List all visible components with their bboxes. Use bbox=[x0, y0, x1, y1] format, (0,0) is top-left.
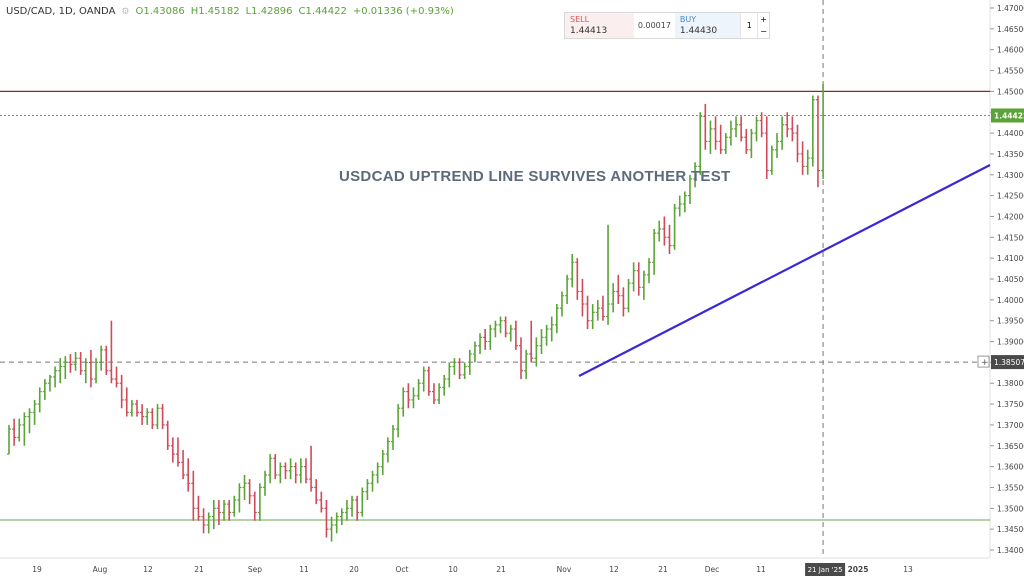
decrease-button[interactable]: − bbox=[760, 27, 767, 37]
sell-button[interactable]: SELL 1.44413 bbox=[565, 13, 634, 38]
y-tick-label: 1.34000 bbox=[997, 546, 1024, 555]
y-tick-label: 1.41000 bbox=[997, 254, 1024, 263]
close-value: C1.44422 bbox=[298, 6, 347, 17]
x-tick-label: Oct bbox=[396, 565, 409, 574]
crosshair-date-label-bg bbox=[805, 563, 846, 576]
buy-label: BUY bbox=[679, 15, 697, 24]
uptrend-line bbox=[578, 164, 991, 377]
x-tick-label: 12 bbox=[143, 565, 153, 574]
open-value: O1.43086 bbox=[135, 6, 185, 17]
y-tick-label: 1.39500 bbox=[997, 317, 1024, 326]
x-tick-label: 2025 bbox=[848, 565, 869, 574]
y-tick-label: 1.36500 bbox=[997, 442, 1024, 451]
settings-icon[interactable]: ⚙ bbox=[121, 6, 130, 17]
y-tick-label: 1.35000 bbox=[997, 504, 1024, 513]
x-tick-label: 21 bbox=[194, 565, 204, 574]
plus-icon: + bbox=[981, 358, 989, 368]
quantity-stepper: + − bbox=[757, 13, 769, 38]
x-tick-label: 10 bbox=[448, 565, 458, 574]
change-value: +0.01336 (+0.93%) bbox=[352, 6, 454, 17]
low-value: L1.42896 bbox=[245, 6, 293, 17]
x-tick-label: 12 bbox=[609, 565, 619, 574]
x-tick-label: 20 bbox=[349, 565, 359, 574]
y-tick-label: 1.37500 bbox=[997, 400, 1024, 409]
high-value: H1.45182 bbox=[190, 6, 240, 17]
y-tick-label: 1.45000 bbox=[997, 87, 1024, 96]
symbol-title: USD/CAD, 1D, OANDA bbox=[6, 6, 116, 17]
crosshair-price-label: 1.38507 bbox=[994, 358, 1024, 367]
y-tick-label: 1.45500 bbox=[997, 67, 1024, 76]
y-tick-label: 1.43000 bbox=[997, 171, 1024, 180]
crosshair-date-label: 21 Jan '25 bbox=[808, 566, 843, 574]
crosshair-price-label-bg bbox=[991, 355, 1024, 370]
x-tick-label: Dec bbox=[705, 565, 720, 574]
sell-label: SELL bbox=[570, 15, 590, 24]
y-tick-label: 1.34500 bbox=[997, 525, 1024, 534]
x-tick-label: Aug bbox=[93, 565, 108, 574]
buy-button[interactable]: BUY 1.44430 bbox=[674, 13, 741, 38]
y-tick-label: 1.40000 bbox=[997, 296, 1024, 305]
x-tick-label: 13 bbox=[903, 565, 913, 574]
add-alert-icon bbox=[977, 355, 990, 368]
x-tick-label: 19 bbox=[32, 565, 42, 574]
last-price-label: 1.44422 bbox=[994, 111, 1024, 120]
sell-price: 1.44413 bbox=[570, 26, 608, 36]
y-tick-label: 1.39000 bbox=[997, 338, 1024, 347]
y-tick-label: 1.47000 bbox=[997, 4, 1024, 13]
y-tick-label: 1.46500 bbox=[997, 25, 1024, 34]
y-tick-label: 1.41500 bbox=[997, 233, 1024, 242]
spread-value: 0.00017 bbox=[637, 21, 671, 30]
x-tick-label: 11 bbox=[299, 565, 309, 574]
x-tick-label: 21 bbox=[658, 565, 668, 574]
y-tick-label: 1.42000 bbox=[997, 212, 1024, 221]
x-tick-label: Nov bbox=[557, 565, 572, 574]
y-tick-label: 1.40500 bbox=[997, 275, 1024, 284]
y-tick-label: 1.36000 bbox=[997, 463, 1024, 472]
increase-button[interactable]: + bbox=[760, 14, 767, 24]
trade-panel: SELL 1.44413 0.00017 BUY 1.44430 1 + − bbox=[564, 12, 770, 39]
y-tick-label: 1.35500 bbox=[997, 483, 1024, 492]
y-tick-label: 1.43500 bbox=[997, 150, 1024, 159]
y-tick-label: 1.46000 bbox=[997, 46, 1024, 55]
y-tick-label: 1.37000 bbox=[997, 421, 1024, 430]
x-tick-label: 21 bbox=[496, 565, 506, 574]
buy-price: 1.44430 bbox=[679, 26, 718, 36]
x-tick-label: Sep bbox=[248, 565, 262, 574]
quantity-field[interactable]: 1 bbox=[740, 13, 757, 38]
chart-annotation: USDCAD UPTREND LINE SURVIVES ANOTHER TES… bbox=[339, 168, 731, 185]
x-tick-label: 11 bbox=[756, 565, 766, 574]
last-price-label-bg bbox=[991, 108, 1024, 123]
y-tick-label: 1.38000 bbox=[997, 379, 1024, 388]
y-tick-label: 1.42500 bbox=[997, 192, 1024, 201]
symbol-legend: USD/CAD, 1D, OANDA ⚙ O1.43086 H1.45182 L… bbox=[6, 6, 454, 17]
y-tick-label: 1.44000 bbox=[997, 129, 1024, 138]
